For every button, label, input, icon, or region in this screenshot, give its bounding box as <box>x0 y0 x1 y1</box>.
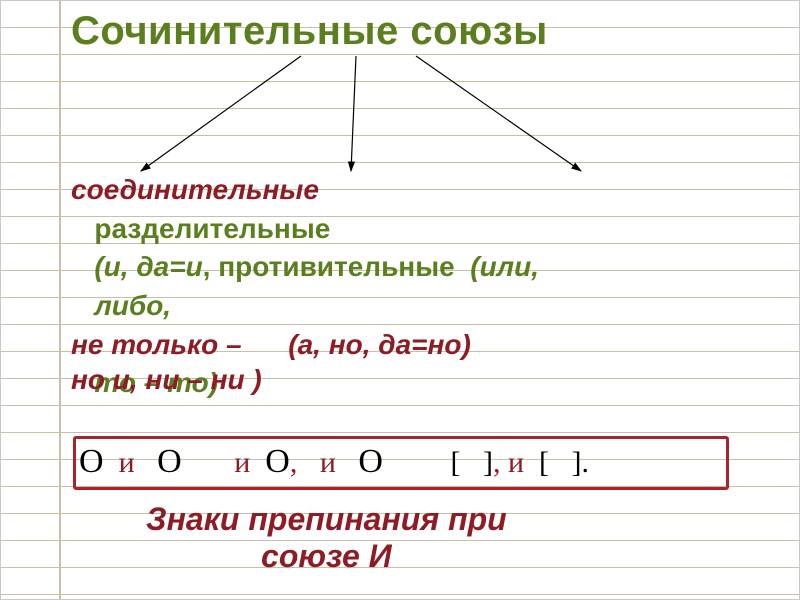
formula-i3: и <box>320 446 336 479</box>
word-razdelitelnye: разделительные <box>94 213 330 244</box>
formula-rb2: ] <box>572 446 582 479</box>
formula-O1: О <box>79 443 104 480</box>
word-soedinitelnye: соединительные <box>71 174 319 205</box>
paper-margin-line <box>59 1 61 599</box>
page-title: Сочинительные союзы <box>71 9 548 54</box>
formula-i2: и <box>234 446 250 479</box>
formula-i1: и <box>119 446 135 479</box>
word-libo: либо, <box>94 290 171 321</box>
formula-comma1: , <box>290 446 298 479</box>
formula-comma2: , <box>493 446 501 479</box>
formula-row: О и О и О, и О [ ], и [ ]. <box>79 443 589 481</box>
word-protivitelnye: , противительные <box>203 251 471 282</box>
formula-O3: О <box>265 443 290 480</box>
formula-lb2: [ <box>539 446 549 479</box>
formula-O2: О <box>157 443 182 480</box>
line-netolko: не только – (а, но, да=но) <box>71 329 471 360</box>
formula-i4: и <box>508 446 524 479</box>
formula-dot: . <box>582 446 590 479</box>
slide-root: Сочинительные союзы соединительные разде… <box>0 0 800 600</box>
footer-line1: Знаки препинания при <box>146 501 507 538</box>
footer-line2: союзе И <box>146 538 507 575</box>
line-noi-nini: но и, ни – ни ) <box>71 361 262 400</box>
formula-O4: О <box>358 443 383 480</box>
paren-ili: (или, <box>470 251 539 282</box>
formula-rb1: ] <box>483 446 493 479</box>
formula-lb1: [ <box>450 446 460 479</box>
paren-i-da: (и, да=и <box>94 251 202 282</box>
footer-caption: Знаки препинания при союзе И <box>146 501 507 575</box>
